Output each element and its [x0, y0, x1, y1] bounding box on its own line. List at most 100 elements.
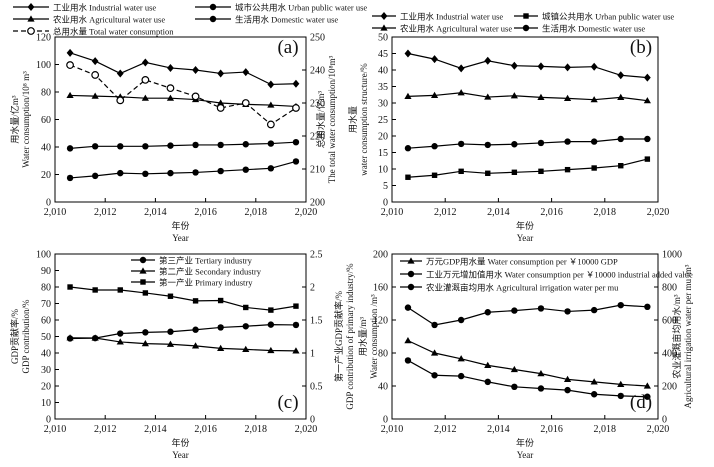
data-point-3 — [117, 287, 123, 293]
data-point-3 — [142, 290, 149, 296]
legend-marker — [139, 256, 147, 264]
y-tick-label-left: 0 — [383, 415, 388, 426]
y-tick-label-right: 1 — [310, 349, 315, 360]
legend-label: 生活用水 Domestic water use — [235, 15, 338, 25]
data-point-1 — [292, 79, 300, 88]
chart-panel-4: 2,010 2,012 2,014 2,016 2,018 2,0200408012016… — [357, 250, 693, 461]
y-axis-label-left-en: water consumption structure/% — [359, 63, 369, 176]
y-tick-label-right: 2 — [310, 283, 315, 294]
legend-marker — [27, 15, 35, 22]
data-point-2 — [404, 357, 412, 364]
data-point-3 — [267, 101, 275, 108]
legend-label: 第三产业 Tertiary industry — [159, 256, 253, 266]
series-line-1 — [69, 52, 296, 86]
y-tick-label-right: 2.5 — [310, 250, 323, 261]
data-point-3 — [141, 94, 149, 101]
y-tick-label-left: 40 — [378, 382, 388, 393]
data-point-1 — [510, 365, 518, 373]
data-point-1 — [192, 66, 199, 74]
x-tick-label: 2,012 — [434, 424, 457, 435]
legend-label: 农业灌溉亩均用水 Agricultural irrigation water p… — [426, 283, 619, 293]
data-point-1 — [167, 63, 174, 72]
data-point-2 — [405, 174, 411, 180]
legend-marker — [523, 13, 529, 19]
chart-panel-3: 2,010 2,012 2,014 2,016 2,018 2,0200102030405… — [9, 250, 355, 461]
y-tick-label-left: 50 — [378, 33, 388, 44]
chart-panel-1: 2,010 2,012 2,014 2,016 2,018 2,020 0 20 40 60 80 1… — [9, 3, 367, 244]
data-point-5 — [241, 99, 250, 107]
data-point-2 — [141, 339, 149, 347]
data-point-2 — [217, 167, 224, 175]
data-point-4 — [431, 143, 438, 150]
data-point-3 — [404, 92, 412, 99]
data-point-2 — [66, 334, 74, 341]
legend-label: 城镇公共用水 Urban public water use — [542, 12, 674, 22]
data-point-2 — [192, 169, 199, 176]
data-point-1 — [242, 68, 250, 77]
y-tick-label-left: 45 — [378, 49, 388, 60]
x-tick-label: 2,014 — [144, 424, 167, 435]
data-point-3 — [430, 91, 439, 99]
data-point-1 — [91, 57, 99, 66]
data-point-3 — [564, 308, 571, 315]
data-point-1 — [242, 323, 249, 330]
x-tick-label: 2,010 — [44, 424, 67, 435]
data-point-2 — [644, 156, 651, 162]
series-line-2 — [70, 160, 297, 179]
data-point-4 — [564, 138, 571, 145]
data-point-5 — [266, 120, 275, 129]
y-tick-label-left: 5 — [383, 181, 388, 192]
data-point-3 — [484, 93, 492, 100]
series-line-3 — [70, 94, 296, 108]
data-point-3 — [617, 301, 624, 309]
y-tick-label-right: 600 — [662, 316, 677, 327]
legend-marker — [522, 24, 530, 32]
x-tick-label: 2,014 — [144, 207, 167, 218]
data-point-3 — [66, 91, 74, 99]
x-axis-label-cn: 年份 — [171, 220, 189, 231]
legend-marker — [407, 257, 415, 264]
x-axis-label-cn: 年份 — [171, 437, 189, 448]
data-point-5 — [141, 75, 150, 84]
data-point-1 — [404, 49, 412, 58]
data-point-1 — [141, 58, 149, 67]
data-point-3 — [590, 306, 598, 314]
legend-label: 生活用水 Domestic water use — [542, 24, 645, 34]
y-tick-label-left: 10 — [41, 398, 51, 409]
data-point-1 — [617, 380, 625, 387]
x-axis-label-en: Year — [172, 233, 189, 243]
x-tick-label: 2,018 — [245, 207, 268, 218]
x-axis-label-en: Year — [517, 233, 534, 243]
y-tick-label-right: 1.5 — [310, 316, 323, 327]
y-tick-label-right: 0 — [310, 415, 315, 426]
y-axis-label-right-en: GDP contribution of primary industry/% — [345, 263, 355, 410]
legend-marker — [380, 24, 388, 31]
x-tick-label: 2,020 — [295, 424, 318, 435]
y-axis-label-left-cn: 用水量/m³ — [357, 317, 368, 357]
data-point-3 — [67, 284, 73, 290]
legend-label: 第一产业 Primary industry — [159, 278, 253, 288]
data-point-2 — [564, 386, 571, 394]
data-point-5 — [166, 84, 175, 93]
y-tick-label-left: 100 — [36, 250, 51, 261]
data-point-3 — [91, 92, 99, 99]
data-point-1 — [484, 361, 492, 368]
data-point-1 — [563, 375, 572, 382]
data-point-1 — [167, 328, 174, 335]
data-point-1 — [142, 329, 149, 336]
panel-label: (b) — [630, 37, 652, 58]
legend-marker — [209, 15, 217, 23]
data-point-2 — [267, 346, 275, 354]
series-line-5 — [69, 64, 297, 126]
y-tick-label-right: 210 — [310, 165, 325, 176]
data-point-4 — [192, 141, 199, 149]
data-point-2 — [457, 372, 465, 380]
y-axis-label-right-cn: 农业灌溉亩均用水/m³ — [671, 294, 682, 379]
y-tick-label-left: 40 — [41, 143, 51, 154]
data-point-3 — [166, 94, 175, 101]
data-point-3 — [617, 93, 625, 100]
legend-marker — [139, 267, 147, 274]
y-tick-label-left: 70 — [41, 299, 51, 310]
y-axis-label-left-cn: 用水量 — [347, 106, 358, 133]
